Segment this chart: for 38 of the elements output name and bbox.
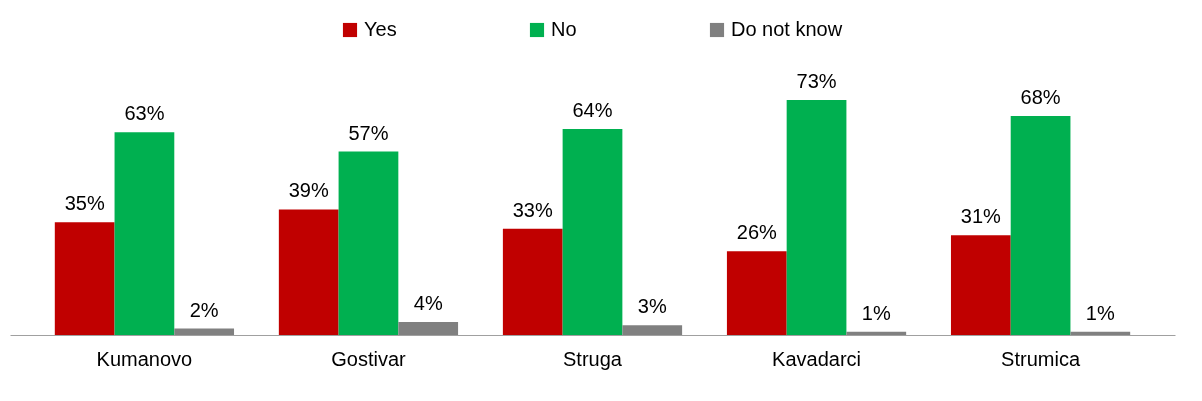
data-label: 68% (1020, 86, 1061, 109)
x-tick-label: Kavadarci (772, 347, 862, 370)
bar (278, 209, 339, 335)
bar (54, 222, 115, 335)
bar (398, 322, 459, 335)
legend-label: No (551, 18, 577, 40)
bar (1010, 116, 1071, 335)
bar (846, 331, 907, 335)
bar (726, 251, 787, 335)
data-label: 63% (124, 102, 165, 125)
data-label: 64% (572, 98, 613, 121)
data-label: 2% (189, 298, 219, 321)
bar (1070, 331, 1131, 335)
bar (174, 328, 235, 335)
x-tick-label: Strumica (1001, 347, 1081, 370)
data-label: 1% (1085, 301, 1115, 324)
data-label: 39% (288, 179, 329, 202)
data-label: 1% (861, 301, 891, 324)
data-label: 57% (348, 121, 389, 144)
bar (338, 151, 399, 335)
legend-label: Yes (364, 18, 397, 40)
bar (786, 100, 847, 335)
data-label: 3% (637, 295, 667, 318)
data-label: 73% (796, 70, 837, 92)
data-label: 35% (64, 192, 105, 215)
x-tick-label: Struga (563, 347, 623, 370)
bar (950, 235, 1011, 335)
bar (562, 128, 623, 335)
x-tick-label: Kumanovo (96, 347, 193, 370)
x-tick-label: Gostivar (331, 347, 407, 370)
legend-label: Do not know (731, 18, 843, 40)
data-label: 33% (512, 198, 553, 221)
bar (114, 132, 175, 335)
bar (502, 228, 563, 335)
data-label: 31% (960, 205, 1002, 228)
bar (622, 325, 683, 335)
data-label: 4% (413, 292, 443, 315)
data-label: 26% (736, 221, 778, 244)
